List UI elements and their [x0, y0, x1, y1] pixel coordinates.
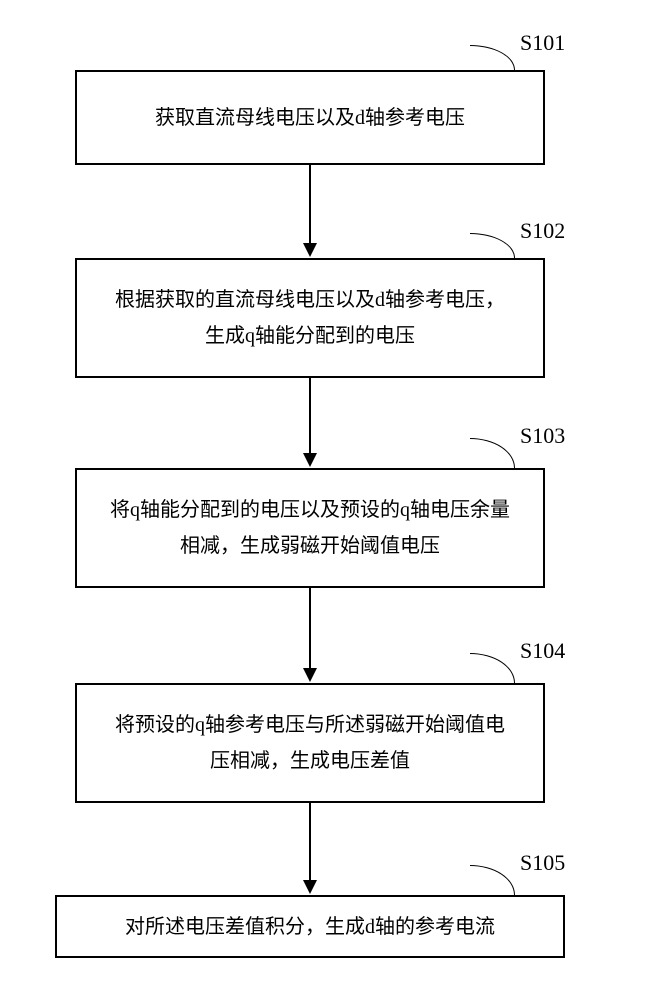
callout-s101 — [470, 45, 515, 70]
flow-node-s103: 将q轴能分配到的电压以及预设的q轴电压余量 相减，生成弱磁开始阈值电压 — [75, 468, 545, 588]
step-label-s101: S101 — [520, 30, 565, 56]
node-text-s104-l2: 压相减，生成电压差值 — [210, 750, 410, 772]
node-text-s102: 根据获取的直流母线电压以及d轴参考电压， 生成q轴能分配到的电压 — [115, 282, 505, 354]
node-text-s105: 对所述电压差值积分，生成d轴的参考电流 — [125, 909, 495, 945]
step-label-s102: S102 — [520, 218, 565, 244]
node-text-s103-l1: 将q轴能分配到的电压以及预设的q轴电压余量 — [110, 499, 510, 521]
node-text-s102-l2: 生成q轴能分配到的电压 — [205, 325, 415, 347]
node-text-s101: 获取直流母线电压以及d轴参考电压 — [155, 100, 465, 136]
node-text-s103: 将q轴能分配到的电压以及预设的q轴电压余量 相减，生成弱磁开始阈值电压 — [110, 492, 510, 564]
arrow-3-4 — [303, 588, 317, 682]
flow-node-s102: 根据获取的直流母线电压以及d轴参考电压， 生成q轴能分配到的电压 — [75, 258, 545, 378]
step-label-s105: S105 — [520, 850, 565, 876]
callout-s105 — [470, 865, 515, 895]
flow-node-s104: 将预设的q轴参考电压与所述弱磁开始阈值电 压相减，生成电压差值 — [75, 683, 545, 803]
callout-s103 — [470, 438, 515, 468]
callout-s104 — [470, 653, 515, 683]
flow-node-s101: 获取直流母线电压以及d轴参考电压 — [75, 70, 545, 165]
flowchart-container: S101 获取直流母线电压以及d轴参考电压 S102 根据获取的直流母线电压以及… — [0, 0, 650, 1000]
node-text-s102-l1: 根据获取的直流母线电压以及d轴参考电压， — [115, 289, 505, 311]
node-text-s103-l2: 相减，生成弱磁开始阈值电压 — [180, 535, 440, 557]
step-label-s103: S103 — [520, 423, 565, 449]
callout-s102 — [470, 233, 515, 258]
arrow-1-2 — [303, 165, 317, 257]
arrow-4-5 — [303, 803, 317, 894]
arrow-2-3 — [303, 378, 317, 467]
node-text-s104: 将预设的q轴参考电压与所述弱磁开始阈值电 压相减，生成电压差值 — [115, 707, 505, 779]
flow-node-s105: 对所述电压差值积分，生成d轴的参考电流 — [55, 895, 565, 958]
step-label-s104: S104 — [520, 638, 565, 664]
node-text-s104-l1: 将预设的q轴参考电压与所述弱磁开始阈值电 — [115, 714, 505, 736]
